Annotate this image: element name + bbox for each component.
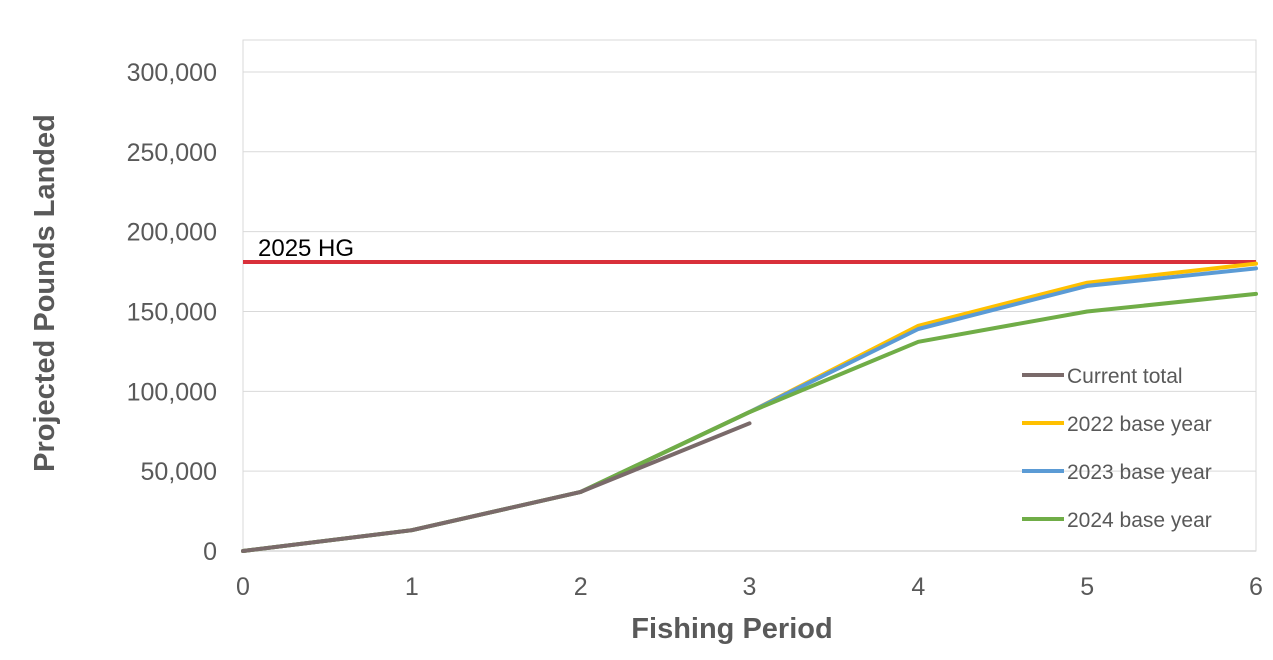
series-lines xyxy=(241,261,1258,553)
y-tick-label: 300,000 xyxy=(127,59,217,87)
y-axis-tick-labels: 0 50,000 100,000 150,000 200,000 250,000 300,0… xyxy=(127,59,217,566)
y-axis-title: Projected Pounds Landed xyxy=(29,114,61,472)
x-tick-label: 6 xyxy=(1249,573,1263,601)
hg-reference-label: 2025 HG xyxy=(258,235,354,262)
x-tick-label: 5 xyxy=(1080,573,1094,601)
legend-label: 2023 base year xyxy=(1067,461,1212,484)
x-tick-label: 3 xyxy=(743,573,757,601)
series-line-current-total xyxy=(241,421,752,553)
x-tick-label: 4 xyxy=(911,573,925,601)
y-tick-label: 250,000 xyxy=(127,139,217,167)
y-tick-label: 0 xyxy=(203,538,217,566)
x-tick-label: 1 xyxy=(405,573,419,601)
y-tick-label: 50,000 xyxy=(141,458,217,486)
y-tick-label: 200,000 xyxy=(127,219,217,247)
legend-label: 2022 base year xyxy=(1067,413,1212,436)
x-axis-tick-labels: 0 1 2 3 4 5 6 xyxy=(236,573,1263,601)
y-tick-label: 150,000 xyxy=(127,298,217,326)
x-tick-label: 2 xyxy=(574,573,588,601)
legend-label: Current total xyxy=(1067,365,1183,388)
legend-label: 2024 base year xyxy=(1067,509,1212,532)
y-tick-label: 100,000 xyxy=(127,378,217,406)
x-tick-label: 0 xyxy=(236,573,250,601)
legend: Current total 2022 base year 2023 base yea… xyxy=(1022,365,1212,532)
reference-line-group: 2025 HG xyxy=(243,235,1256,264)
x-axis-title: Fishing Period xyxy=(631,613,832,645)
